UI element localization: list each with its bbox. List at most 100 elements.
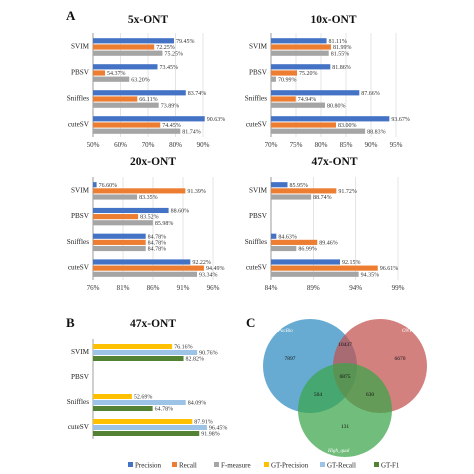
- x-tick-label: 89%: [307, 284, 320, 292]
- legend: Precision Recall F-measure GT-Precision GT-R…: [128, 462, 400, 470]
- category-label: cuteSV: [68, 423, 90, 431]
- bar-precision: [93, 182, 97, 188]
- venn-value-pacbio-ont: 10437: [338, 342, 352, 348]
- category-label: Sniffles: [67, 95, 89, 103]
- bar-precision: [271, 233, 277, 239]
- bar-fmeasure: [93, 76, 130, 82]
- bar-gt_recall: [93, 400, 186, 405]
- data-label: 83.52%: [140, 215, 159, 221]
- venn-value-all: 6875: [340, 374, 351, 380]
- x-tick-label: 60%: [114, 141, 127, 149]
- data-label: 76.60%: [99, 183, 118, 189]
- legend-swatch: [214, 462, 219, 467]
- data-label: 80.80%: [327, 103, 346, 109]
- legend-label: Recall: [179, 462, 197, 470]
- x-tick-label: 96%: [207, 284, 220, 292]
- data-label: 85.95%: [290, 183, 309, 189]
- x-tick-label: 91%: [177, 284, 190, 292]
- bar-fmeasure: [93, 102, 159, 108]
- data-label: 88.83%: [367, 129, 386, 135]
- category-label: SVIM: [71, 348, 90, 356]
- data-label: 73.89%: [161, 103, 180, 109]
- category-label: SVIM: [71, 43, 90, 51]
- bar-precision: [93, 233, 146, 239]
- venn-diagram: PacBio ONT High_qual 7897 10437 6670 687…: [263, 319, 427, 457]
- legend-swatch: [128, 462, 133, 467]
- data-label: 84.78%: [148, 247, 167, 253]
- bar-fmeasure: [271, 128, 366, 134]
- bar-precision: [93, 64, 158, 70]
- data-label: 90.76%: [199, 351, 218, 357]
- x-tick-label: 75%: [290, 141, 303, 149]
- legend-swatch: [320, 462, 325, 467]
- data-label: 81.86%: [332, 65, 351, 71]
- venn-label-high-qual: High_qual: [327, 449, 350, 454]
- data-label: 84.78%: [148, 240, 167, 246]
- data-label: 88.74%: [313, 195, 332, 201]
- bar-precision: [93, 38, 174, 44]
- bar-recall: [93, 265, 204, 271]
- data-label: 52.69%: [134, 395, 153, 401]
- x-tick-label: 80%: [315, 141, 328, 149]
- data-label: 91.39%: [187, 189, 206, 195]
- data-label: 75.25%: [164, 51, 183, 57]
- x-tick-label: 90%: [365, 141, 378, 149]
- data-label: 96.45%: [209, 426, 228, 432]
- bar-fmeasure: [93, 271, 198, 277]
- data-label: 73.45%: [159, 65, 178, 71]
- bar-recall: [271, 239, 318, 245]
- data-label: 79.45%: [176, 39, 195, 45]
- bar-recall: [93, 70, 106, 76]
- bar-precision: [271, 259, 341, 265]
- bar-fmeasure: [93, 128, 181, 134]
- category-label: PBSV: [249, 212, 268, 220]
- data-label: 81.11%: [329, 39, 347, 45]
- data-label: 91.98%: [201, 432, 220, 438]
- data-label: 84.09%: [188, 401, 207, 407]
- legend-swatch: [172, 462, 177, 467]
- venn-value-pacbio-only: 7897: [285, 356, 296, 362]
- bar-recall: [271, 70, 297, 76]
- x-tick-label: 70%: [142, 141, 155, 149]
- data-label: 81.74%: [182, 129, 201, 135]
- bar-gt_f1: [93, 431, 200, 436]
- bar-recall: [93, 44, 155, 50]
- data-label: 86.99%: [298, 247, 317, 253]
- data-label: 89.46%: [319, 240, 338, 246]
- data-label: 83.00%: [338, 123, 357, 129]
- venn-value-pacbio-highqual: 504: [314, 392, 323, 398]
- data-label: 74.94%: [298, 97, 317, 103]
- data-label: 72.25%: [156, 45, 175, 51]
- bar-precision: [271, 182, 288, 188]
- panel-letter-b: B: [66, 315, 75, 330]
- bar-recall: [271, 44, 331, 50]
- bar-gt_f1: [93, 356, 184, 361]
- legend-label: F-measure: [221, 462, 251, 470]
- category-label: SVIM: [71, 186, 90, 194]
- chart-title: 5x-ONT: [128, 14, 169, 26]
- data-label: 92.15%: [342, 260, 361, 266]
- x-tick-label: 84%: [265, 284, 278, 292]
- x-tick-label: 94%: [349, 284, 362, 292]
- data-label: 63.20%: [131, 77, 150, 83]
- category-label: PBSV: [71, 212, 90, 220]
- data-label: 94.49%: [206, 266, 225, 272]
- bar-gt_precision: [93, 344, 173, 349]
- bar-recall: [271, 265, 378, 271]
- panel-letter-a: A: [66, 8, 76, 23]
- bar-precision: [271, 116, 390, 122]
- data-label: 87.66%: [361, 91, 380, 97]
- bar-gt_precision: [93, 394, 132, 399]
- bar-fmeasure: [271, 76, 276, 82]
- venn-label-pacbio: PacBio: [277, 329, 293, 334]
- category-label: Sniffles: [245, 95, 267, 103]
- legend-label: GT-Precision: [271, 462, 309, 470]
- legend-label: GT-Recall: [327, 462, 356, 470]
- data-label: 81.55%: [331, 51, 350, 57]
- bar-gt_recall: [93, 350, 198, 355]
- bar-fmeasure: [93, 194, 138, 200]
- data-label: 83.74%: [188, 91, 207, 97]
- panel-letter-c: C: [246, 315, 255, 330]
- bar-recall: [93, 96, 138, 102]
- data-label: 75.20%: [299, 71, 318, 77]
